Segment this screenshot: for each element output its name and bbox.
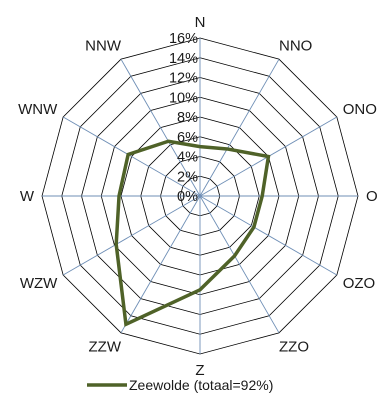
tick-label: 14% — [169, 51, 198, 67]
series-line — [114, 139, 271, 327]
tick-label: 16% — [169, 31, 198, 47]
direction-label-n: N — [195, 14, 206, 31]
legend: Zeewolde (totaal=92%) — [87, 377, 273, 393]
tick-label: 6% — [177, 130, 198, 146]
spoke-zzw — [120, 195, 201, 334]
spoke-nnw — [120, 58, 201, 197]
direction-label-zzw: ZZW — [89, 339, 122, 356]
direction-label-zzo: ZZO — [279, 339, 309, 356]
tick-label: 10% — [169, 90, 198, 106]
tick-label: 4% — [177, 150, 198, 166]
spoke-wnw — [62, 116, 201, 197]
direction-label-nno: NNO — [279, 37, 312, 54]
radar-spokes — [42, 38, 358, 354]
direction-label-nnw: NNW — [85, 37, 122, 54]
spoke-wzw — [62, 195, 201, 276]
direction-label-z: Z — [195, 362, 204, 379]
spoke-zzo — [199, 195, 280, 334]
direction-labels: N NNO ONO O OZO ZZO Z ZZW WZW W WNW NNW — [18, 14, 378, 379]
direction-label-wnw: WNW — [18, 101, 58, 118]
legend-label: Zeewolde (totaal=92%) — [129, 377, 273, 393]
radar-series — [114, 139, 271, 327]
spoke-ozo — [199, 195, 338, 276]
tick-label: 2% — [177, 169, 198, 185]
direction-label-o: O — [366, 188, 378, 205]
tick-label: 0% — [177, 189, 198, 205]
tick-label: 8% — [177, 110, 198, 126]
direction-label-ozo: OZO — [343, 275, 376, 292]
radial-tick-labels: 0% 2% 4% 6% 8% 10% 12% 14% 16% — [169, 31, 198, 205]
direction-label-ono: ONO — [343, 101, 377, 118]
spoke-nno — [199, 58, 280, 197]
tick-label: 12% — [169, 71, 198, 87]
direction-label-wzw: WZW — [20, 275, 58, 292]
direction-label-w: W — [20, 188, 35, 205]
